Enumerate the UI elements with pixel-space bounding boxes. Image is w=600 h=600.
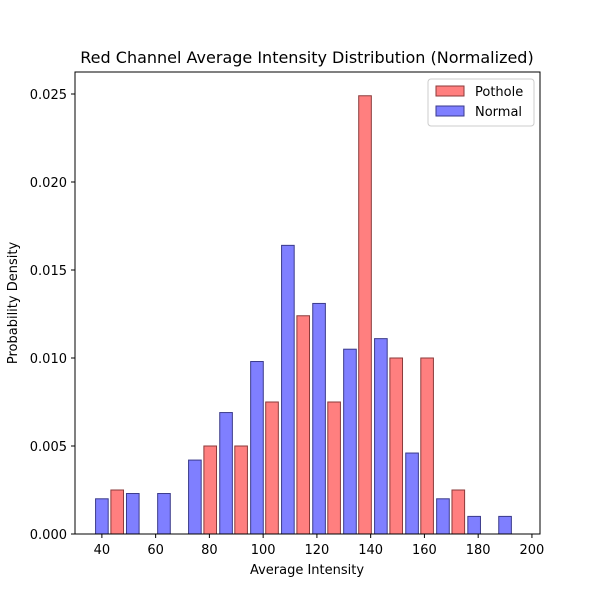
- legend-label-normal: Normal: [475, 105, 522, 120]
- bar-pothole: [296, 315, 311, 535]
- y-axis-label: Probability Density: [6, 242, 21, 365]
- bar-normal: [374, 338, 388, 535]
- legend-swatch-pothole: [435, 85, 465, 97]
- bar-normal: [312, 302, 326, 535]
- bar-normal: [219, 412, 233, 535]
- bars-group: [95, 95, 512, 535]
- x-tick-label: 40: [94, 543, 111, 558]
- bar-normal: [125, 493, 140, 535]
- bar-pothole: [358, 95, 372, 535]
- legend-swatch-normal: [435, 105, 465, 117]
- bar-normal: [157, 493, 171, 535]
- bar-normal: [250, 361, 264, 535]
- legend: Pothole Normal: [427, 78, 535, 127]
- x-tick-label: 120: [304, 543, 329, 558]
- bar-normal: [467, 515, 481, 535]
- bar-normal: [188, 459, 202, 535]
- bar-pothole: [234, 445, 248, 535]
- bar-pothole: [389, 357, 404, 535]
- bar-pothole: [265, 401, 279, 535]
- bar-normal: [405, 452, 419, 535]
- y-tick-label: 0.010: [30, 352, 67, 367]
- y-tick-label: 0.015: [30, 264, 67, 279]
- x-tick-label: 200: [520, 543, 545, 558]
- bar-normal: [281, 244, 295, 535]
- bar-normal: [498, 515, 512, 535]
- x-tick-label: 60: [147, 543, 164, 558]
- x-tick-label: 140: [358, 543, 383, 558]
- x-tick-label: 100: [251, 543, 276, 558]
- y-tick-label: 0.000: [30, 528, 67, 543]
- bar-pothole: [327, 401, 341, 535]
- legend-label-pothole: Pothole: [475, 85, 523, 100]
- y-tick-label: 0.005: [30, 440, 67, 455]
- bar-normal: [436, 498, 450, 535]
- x-tick-label: 180: [466, 543, 491, 558]
- x-axis: 40 60 80 100 120 140 160 180 200: [94, 534, 545, 558]
- plot-frame: [74, 71, 541, 535]
- x-tick-label: 160: [412, 543, 437, 558]
- bar-pothole: [420, 357, 434, 535]
- bar-pothole: [203, 445, 218, 535]
- x-axis-label: Average Intensity: [250, 563, 364, 578]
- bar-pothole: [110, 489, 125, 535]
- y-tick-label: 0.020: [30, 176, 67, 191]
- x-tick-label: 80: [201, 543, 218, 558]
- chart-title: Red Channel Average Intensity Distributi…: [80, 48, 533, 67]
- y-tick-label: 0.025: [30, 88, 67, 103]
- bar-normal: [95, 498, 109, 535]
- bar-normal: [343, 348, 357, 535]
- y-axis: 0.000 0.005 0.010 0.015 0.020 0.025: [30, 88, 75, 543]
- bar-pothole: [451, 489, 466, 535]
